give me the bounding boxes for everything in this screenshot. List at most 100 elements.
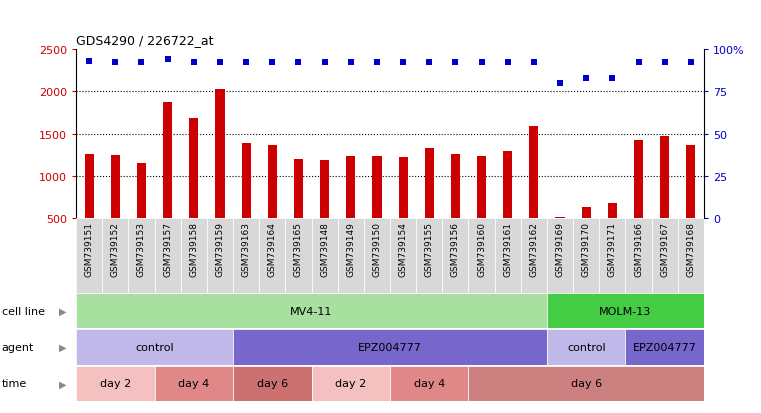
Point [292, 60, 304, 66]
Point [161, 57, 174, 63]
Bar [416, 219, 442, 293]
Bar [76, 293, 547, 328]
Text: day 6: day 6 [571, 378, 602, 389]
Text: day 4: day 4 [178, 378, 209, 389]
Bar [626, 219, 651, 293]
Bar [111, 155, 120, 219]
Bar [660, 137, 669, 219]
Text: GSM739157: GSM739157 [163, 221, 172, 276]
Text: day 6: day 6 [256, 378, 288, 389]
Bar [233, 366, 311, 401]
Bar [163, 103, 172, 219]
Text: agent: agent [2, 342, 34, 352]
Text: EPZ004777: EPZ004777 [358, 342, 422, 352]
Bar [399, 158, 408, 219]
Bar [503, 152, 512, 219]
Point [135, 60, 148, 66]
Bar [154, 366, 233, 401]
Text: day 4: day 4 [414, 378, 445, 389]
Bar [530, 127, 539, 219]
Point [685, 60, 697, 66]
Bar [311, 366, 390, 401]
Point [83, 58, 95, 65]
Bar [686, 146, 696, 219]
Bar [84, 154, 94, 219]
Bar [189, 119, 199, 219]
Text: ▶: ▶ [59, 306, 67, 316]
Text: MV4-11: MV4-11 [291, 306, 333, 316]
Bar [129, 219, 154, 293]
Text: GSM739161: GSM739161 [503, 221, 512, 276]
Text: MOLM-13: MOLM-13 [600, 306, 651, 316]
Point [266, 60, 279, 66]
Point [345, 60, 357, 66]
Text: GSM739149: GSM739149 [346, 221, 355, 276]
Bar [346, 156, 355, 219]
Bar [207, 219, 233, 293]
Bar [294, 160, 303, 219]
Bar [626, 330, 704, 365]
Point [110, 60, 122, 66]
Bar [678, 219, 704, 293]
Bar [260, 219, 285, 293]
Bar [495, 219, 521, 293]
Bar [390, 219, 416, 293]
Text: cell line: cell line [2, 306, 45, 316]
Bar [268, 146, 277, 219]
Bar [634, 141, 643, 219]
Bar [241, 144, 250, 219]
Text: GSM739164: GSM739164 [268, 221, 277, 276]
Point [397, 60, 409, 66]
Point [319, 60, 331, 66]
Text: GSM739158: GSM739158 [189, 221, 199, 276]
Text: GSM739153: GSM739153 [137, 221, 146, 276]
Point [528, 60, 540, 66]
Text: EPZ004777: EPZ004777 [632, 342, 696, 352]
Text: GSM739163: GSM739163 [242, 221, 250, 276]
Bar [651, 219, 678, 293]
Point [449, 60, 461, 66]
Bar [102, 219, 129, 293]
Point [476, 60, 488, 66]
Bar [76, 330, 233, 365]
Bar [320, 161, 330, 219]
Text: GSM739162: GSM739162 [530, 221, 538, 276]
Bar [76, 366, 154, 401]
Point [658, 60, 670, 66]
Text: GSM739169: GSM739169 [556, 221, 565, 276]
Text: GSM739165: GSM739165 [294, 221, 303, 276]
Bar [547, 293, 704, 328]
Point [240, 60, 252, 66]
Point [423, 60, 435, 66]
Bar [338, 219, 364, 293]
Text: day 2: day 2 [100, 378, 131, 389]
Bar [76, 219, 102, 293]
Point [188, 60, 200, 66]
Bar [233, 219, 260, 293]
Bar [581, 207, 591, 219]
Point [214, 60, 226, 66]
Bar [364, 219, 390, 293]
Bar [547, 219, 573, 293]
Bar [477, 156, 486, 219]
Text: GDS4290 / 226722_at: GDS4290 / 226722_at [76, 34, 214, 47]
Text: GSM739166: GSM739166 [634, 221, 643, 276]
Bar [442, 219, 469, 293]
Text: GSM739155: GSM739155 [425, 221, 434, 276]
Text: GSM739168: GSM739168 [686, 221, 696, 276]
Text: time: time [2, 378, 27, 389]
Point [632, 60, 645, 66]
Bar [154, 219, 181, 293]
Text: GSM739160: GSM739160 [477, 221, 486, 276]
Point [607, 75, 619, 82]
Text: GSM739171: GSM739171 [608, 221, 617, 276]
Bar [608, 204, 617, 219]
Bar [215, 90, 224, 219]
Bar [311, 219, 338, 293]
Text: ▶: ▶ [59, 378, 67, 389]
Text: GSM739156: GSM739156 [451, 221, 460, 276]
Bar [469, 219, 495, 293]
Text: GSM739152: GSM739152 [111, 221, 119, 276]
Point [554, 80, 566, 87]
Bar [390, 366, 469, 401]
